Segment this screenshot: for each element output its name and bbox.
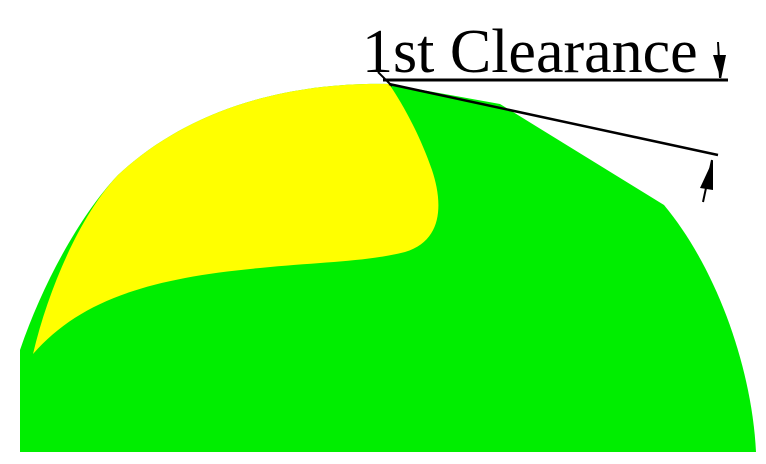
clearance-label: 1st Clearance (362, 18, 698, 86)
flute-region-yellow (33, 83, 439, 355)
upper-arrowhead (713, 55, 726, 79)
clearance-angle-line (388, 82, 719, 157)
lower-arrowhead (700, 160, 713, 190)
